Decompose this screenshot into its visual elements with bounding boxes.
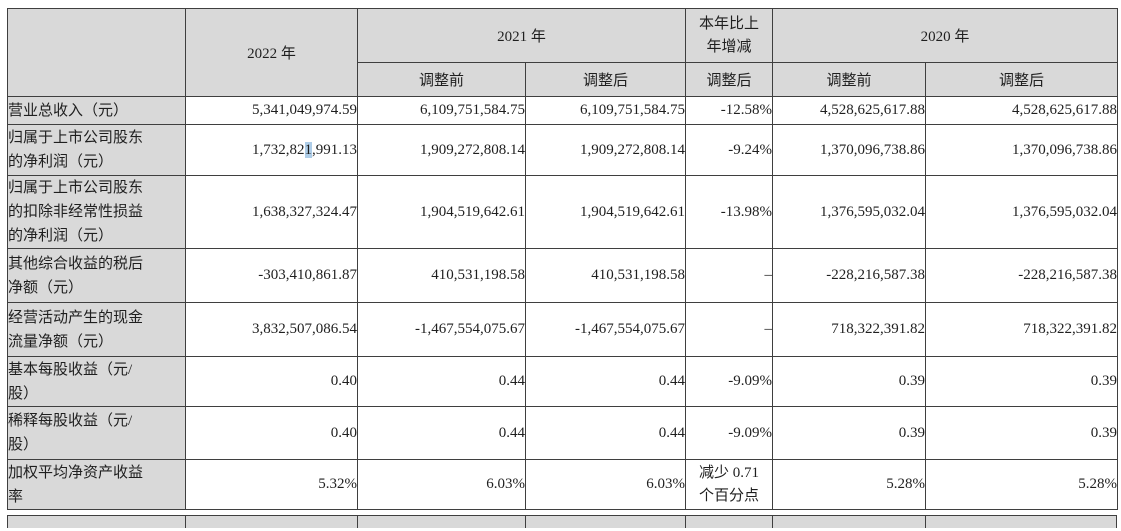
cell-2022: 5,341,049,974.59: [185, 96, 358, 125]
cell-2020-after: 718,322,391.82: [925, 302, 1119, 357]
cell-2021-after: 1,904,519,642.61: [524, 175, 687, 249]
cell-2021-before: 1,909,272,808.14: [357, 124, 526, 176]
row-other-comprehensive-income: 其他综合收益的税后 净额（元） -303,410,861.87 410,531,…: [7, 248, 1119, 303]
sliver-cell: [773, 516, 926, 528]
sliver-cell: [686, 516, 773, 528]
header-2021-adj-before: 调整前: [357, 62, 526, 97]
selected-digit-highlight: 1: [304, 141, 312, 158]
cell-2020-before: 1,370,096,738.86: [772, 124, 927, 176]
report-page: { "colors": { "header_bg": "#d9d9d9", "b…: [0, 8, 1121, 531]
row-net-profit-excl-nonrecurring: 归属于上市公司股东 的扣除非经常性损益 的净利润（元） 1,638,327,32…: [7, 175, 1119, 249]
cell-2020-after: 4,528,625,617.88: [925, 96, 1119, 125]
sliver-cell: [526, 516, 686, 528]
row-label: 基本每股收益（元/ 股）: [7, 356, 186, 407]
cell-2020-after: 1,376,595,032.04: [925, 175, 1119, 249]
header-yoy: 本年比上 年增减: [685, 8, 774, 63]
row-label: 营业总收入（元）: [7, 96, 186, 125]
cell-2021-after: 1,909,272,808.14: [524, 124, 687, 176]
cell-2021-before: 0.44: [357, 356, 526, 407]
cell-2021-before: 1,904,519,642.61: [357, 175, 526, 249]
cell-2022: 0.40: [185, 356, 358, 407]
row-total-revenue: 营业总收入（元） 5,341,049,974.59 6,109,751,584.…: [7, 96, 1119, 125]
cell-yoy: -13.98%: [685, 175, 774, 249]
cell-2022: 1,638,327,324.47: [185, 175, 358, 249]
header-2021-adj-after: 调整后: [524, 62, 687, 97]
cell-2021-after: 6,109,751,584.75: [524, 96, 687, 125]
sliver-cell: [8, 516, 186, 528]
value-segment: 1,732,82: [252, 141, 305, 158]
cell-2020-after: -228,216,587.38: [925, 248, 1119, 303]
cell-yoy: -9.24%: [685, 124, 774, 176]
cell-yoy: -9.09%: [685, 356, 774, 407]
row-label: 归属于上市公司股东 的扣除非经常性损益 的净利润（元）: [7, 175, 186, 249]
header-2020: 2020 年: [772, 8, 1119, 63]
sliver-cell: [358, 516, 526, 528]
cell-2020-after: 1,370,096,738.86: [925, 124, 1119, 176]
cell-2022: -303,410,861.87: [185, 248, 358, 303]
cell-2020-after: 0.39: [925, 356, 1119, 407]
cell-2020-after: 0.39: [925, 406, 1119, 460]
cell-2021-after: 0.44: [524, 406, 687, 460]
row-basic-eps: 基本每股收益（元/ 股） 0.40 0.44 0.44 -9.09% 0.39 …: [7, 356, 1119, 407]
row-weighted-avg-roe: 加权平均净资产收益 率 5.32% 6.03% 6.03% 减少 0.71 个百…: [7, 459, 1119, 510]
cell-2022: 3,832,507,086.54: [185, 302, 358, 357]
cell-yoy: 减少 0.71 个百分点: [685, 459, 774, 510]
header-yoy-adj-after: 调整后: [685, 62, 774, 97]
cell-2021-after: -1,467,554,075.67: [524, 302, 687, 357]
cell-2020-before: 718,322,391.82: [772, 302, 927, 357]
cell-2020-before: 1,376,595,032.04: [772, 175, 927, 249]
cell-2021-before: 0.44: [357, 406, 526, 460]
cell-2021-before: 410,531,198.58: [357, 248, 526, 303]
cell-2021-before: 6,109,751,584.75: [357, 96, 526, 125]
cell-yoy: –: [685, 248, 774, 303]
row-label: 经营活动产生的现金 流量净额（元）: [7, 302, 186, 357]
sliver-cell: [186, 516, 358, 528]
row-label: 加权平均净资产收益 率: [7, 459, 186, 510]
header-2022: 2022 年: [185, 8, 358, 97]
cell-2020-before: -228,216,587.38: [772, 248, 927, 303]
cell-2020-after: 5.28%: [925, 459, 1119, 510]
cell-2020-before: 5.28%: [772, 459, 927, 510]
cell-2022: 0.40: [185, 406, 358, 460]
cell-2020-before: 0.39: [772, 356, 927, 407]
next-table-top-sliver: [7, 515, 1117, 528]
cell-2021-before: 6.03%: [357, 459, 526, 510]
cell-2021-after: 410,531,198.58: [524, 248, 687, 303]
value-segment: ,991.13: [312, 141, 357, 158]
cell-yoy: -9.09%: [685, 406, 774, 460]
row-operating-cash-flow: 经营活动产生的现金 流量净额（元） 3,832,507,086.54 -1,46…: [7, 302, 1119, 357]
header-2020-adj-before: 调整前: [772, 62, 927, 97]
cell-2021-after: 0.44: [524, 356, 687, 407]
cell-2021-after: 6.03%: [524, 459, 687, 510]
cell-yoy: –: [685, 302, 774, 357]
header-2020-adj-after: 调整后: [925, 62, 1119, 97]
row-label: 其他综合收益的税后 净额（元）: [7, 248, 186, 303]
header-row-adjustments: 调整前 调整后 调整后 调整前 调整后: [8, 62, 1119, 97]
row-diluted-eps: 稀释每股收益（元/ 股） 0.40 0.44 0.44 -9.09% 0.39 …: [7, 406, 1119, 460]
header-blank-cell: [7, 8, 186, 97]
cell-2021-before: -1,467,554,075.67: [357, 302, 526, 357]
header-row-years: 2022 年 2021 年 本年比上 年增减 2020 年: [7, 8, 1119, 97]
cell-2020-before: 0.39: [772, 406, 927, 460]
cell-yoy: -12.58%: [685, 96, 774, 125]
row-label: 稀释每股收益（元/ 股）: [7, 406, 186, 460]
row-label: 归属于上市公司股东 的净利润（元）: [7, 124, 186, 176]
cell-2020-before: 4,528,625,617.88: [772, 96, 927, 125]
cell-2022: 1,732,821,991.13: [185, 124, 358, 176]
key-financial-data-table: 2022 年 2021 年 本年比上 年增减 2020 年 调整前 调整后 调整…: [7, 8, 1119, 510]
cell-2022: 5.32%: [185, 459, 358, 510]
row-net-profit: 归属于上市公司股东 的净利润（元） 1,732,821,991.13 1,909…: [7, 124, 1119, 176]
header-2021: 2021 年: [356, 8, 687, 63]
sliver-cell: [926, 516, 1116, 528]
